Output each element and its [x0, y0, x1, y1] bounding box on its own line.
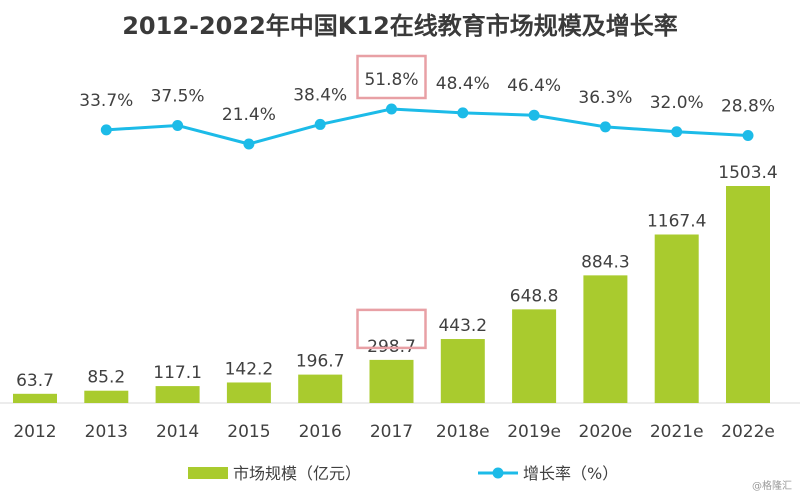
chart-title: 2012-2022年中国K12在线教育市场规模及增长率	[122, 12, 678, 40]
bar-label-2021e: 1167.4	[647, 211, 706, 231]
line-point-2014	[172, 119, 184, 131]
bar-2016	[298, 374, 343, 403]
x-tick-2016: 2016	[299, 422, 342, 442]
line-label-2016: 38.4%	[293, 85, 347, 105]
line-label-2014: 37.5%	[151, 86, 205, 106]
line-point-2013	[100, 124, 112, 136]
bar-2018e	[440, 339, 485, 403]
legend-label-line: 增长率（%）	[523, 464, 618, 483]
line-label-2017: 51.8%	[364, 70, 418, 90]
bar-label-2020e: 884.3	[581, 252, 630, 272]
bar-label-2018e: 443.2	[438, 316, 487, 336]
line-point-2020e	[599, 121, 611, 133]
bar-label-2019e: 648.8	[510, 286, 559, 306]
line-point-2018e	[457, 107, 469, 119]
highlight-box-bar-label	[356, 308, 427, 350]
bar-label-2016: 196.7	[296, 352, 345, 372]
bar-2014	[155, 386, 200, 403]
line-point-2015	[243, 138, 255, 150]
line-point-2016	[314, 118, 326, 130]
line-label-2019e: 46.4%	[507, 76, 561, 96]
bar-2015	[226, 382, 271, 403]
bar-2020e	[583, 275, 628, 403]
bar-2013	[84, 390, 129, 403]
x-tick-2012: 2012	[13, 422, 56, 442]
bar-2022e	[726, 186, 770, 403]
x-tick-2017: 2017	[370, 422, 413, 442]
line-label-2013: 33.7%	[79, 91, 133, 111]
legend-label-bar: 市场规模（亿元）	[233, 464, 361, 483]
watermark: @格隆汇	[752, 481, 792, 492]
legend-swatch-bar	[188, 467, 228, 479]
line-point-2017	[386, 103, 397, 115]
bar-label-2013: 85.2	[87, 368, 125, 388]
line-point-2019e	[528, 109, 540, 121]
x-tick-2020e: 2020e	[579, 422, 633, 442]
bar-label-2014: 117.1	[153, 363, 202, 383]
x-tick-2021e: 2021e	[650, 422, 704, 442]
bar-label-2015: 142.2	[225, 359, 274, 379]
legend-marker-line	[492, 467, 504, 479]
bar-2017	[369, 359, 414, 403]
line-label-2022e: 28.8%	[721, 96, 775, 116]
line-label-2018e: 48.4%	[436, 74, 490, 94]
bar-label-2022e: 1503.4	[718, 163, 777, 183]
x-tick-2019e: 2019e	[507, 422, 561, 442]
line-point-2021e	[671, 126, 683, 138]
x-tick-2015: 2015	[227, 422, 270, 442]
line-label-2015: 21.4%	[222, 105, 276, 125]
bar-2019e	[512, 309, 557, 403]
line-label-2020e: 36.3%	[578, 88, 632, 108]
bar-label-2012: 63.7	[16, 371, 54, 391]
x-tick-2018e: 2018e	[436, 422, 490, 442]
x-tick-2013: 2013	[85, 422, 128, 442]
highlight-box-line-label	[356, 54, 427, 100]
growth-rate-line	[106, 107, 749, 146]
bar-2012	[13, 393, 57, 403]
line-point-2022e	[742, 129, 754, 141]
x-tick-2022e: 2022e	[721, 422, 775, 442]
bar-2021e	[654, 234, 699, 403]
x-tick-2014: 2014	[156, 422, 199, 442]
line-label-2021e: 32.0%	[650, 93, 704, 113]
